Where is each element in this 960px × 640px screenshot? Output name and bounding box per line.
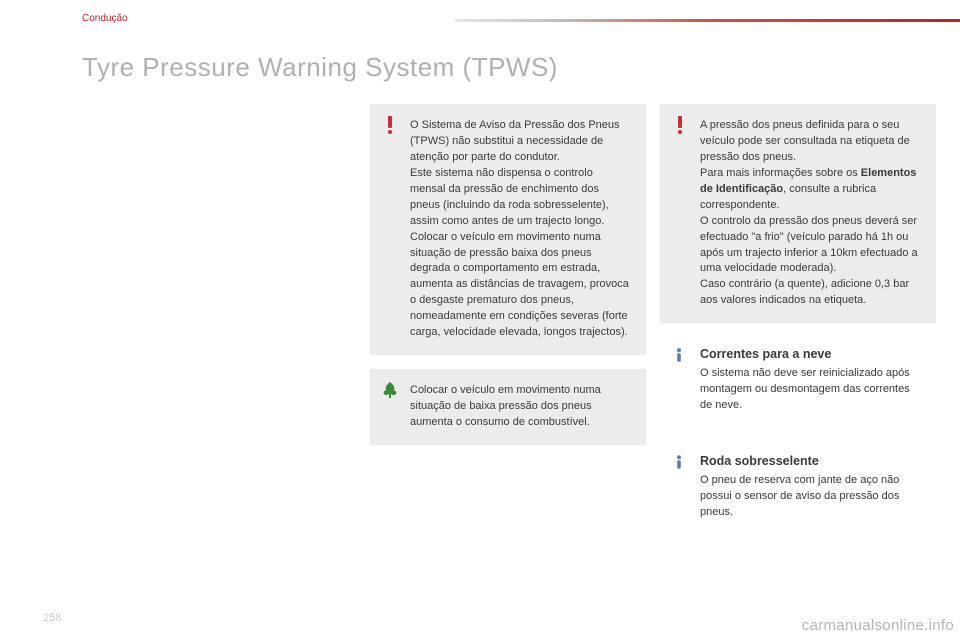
warning-box-pressure: A pressão dos pneus definida para o seu … — [660, 104, 936, 323]
info-text-snow: O sistema não deve ser reinicializado ap… — [700, 366, 920, 414]
exclamation-icon — [671, 116, 689, 134]
info-title-spare: Roda sobresselente — [700, 454, 920, 468]
eco-box: Colocar o veículo em movimento numa situ… — [370, 369, 646, 445]
warning-pressure-text: A pressão dos pneus definida para o seu … — [700, 118, 920, 309]
info-box-snow-chains: Correntes para a neve O sistema não deve… — [660, 337, 936, 428]
warning-text: O Sistema de Aviso da Pressão dos Pneus … — [410, 118, 630, 341]
info-title-snow: Correntes para a neve — [700, 347, 920, 361]
info-icon — [672, 455, 686, 469]
header-rule — [0, 19, 960, 21]
eco-text: Colocar o veículo em movimento numa situ… — [410, 383, 630, 431]
info-icon — [672, 348, 686, 362]
column-right: A pressão dos pneus definida para o seu … — [660, 104, 936, 551]
header-rule-left — [0, 19, 455, 21]
tree-icon — [381, 381, 399, 399]
info-text-spare: O pneu de reserva com jante de aço não p… — [700, 473, 920, 521]
warning-pressure-post: , consulte a rubrica correspondente. O c… — [700, 183, 918, 307]
warning-box-tpws: O Sistema de Aviso da Pressão dos Pneus … — [370, 104, 646, 355]
column-middle: O Sistema de Aviso da Pressão dos Pneus … — [370, 104, 646, 459]
section-label: Condução — [82, 13, 128, 24]
info-box-spare-wheel: Roda sobresselente O pneu de reserva com… — [660, 444, 936, 535]
exclamation-icon — [381, 116, 399, 134]
page-number: 258 — [43, 612, 61, 624]
watermark: carmanualsonline.info — [802, 617, 954, 634]
page-title: Tyre Pressure Warning System (TPWS) — [82, 52, 558, 83]
header-rule-right — [455, 19, 960, 22]
